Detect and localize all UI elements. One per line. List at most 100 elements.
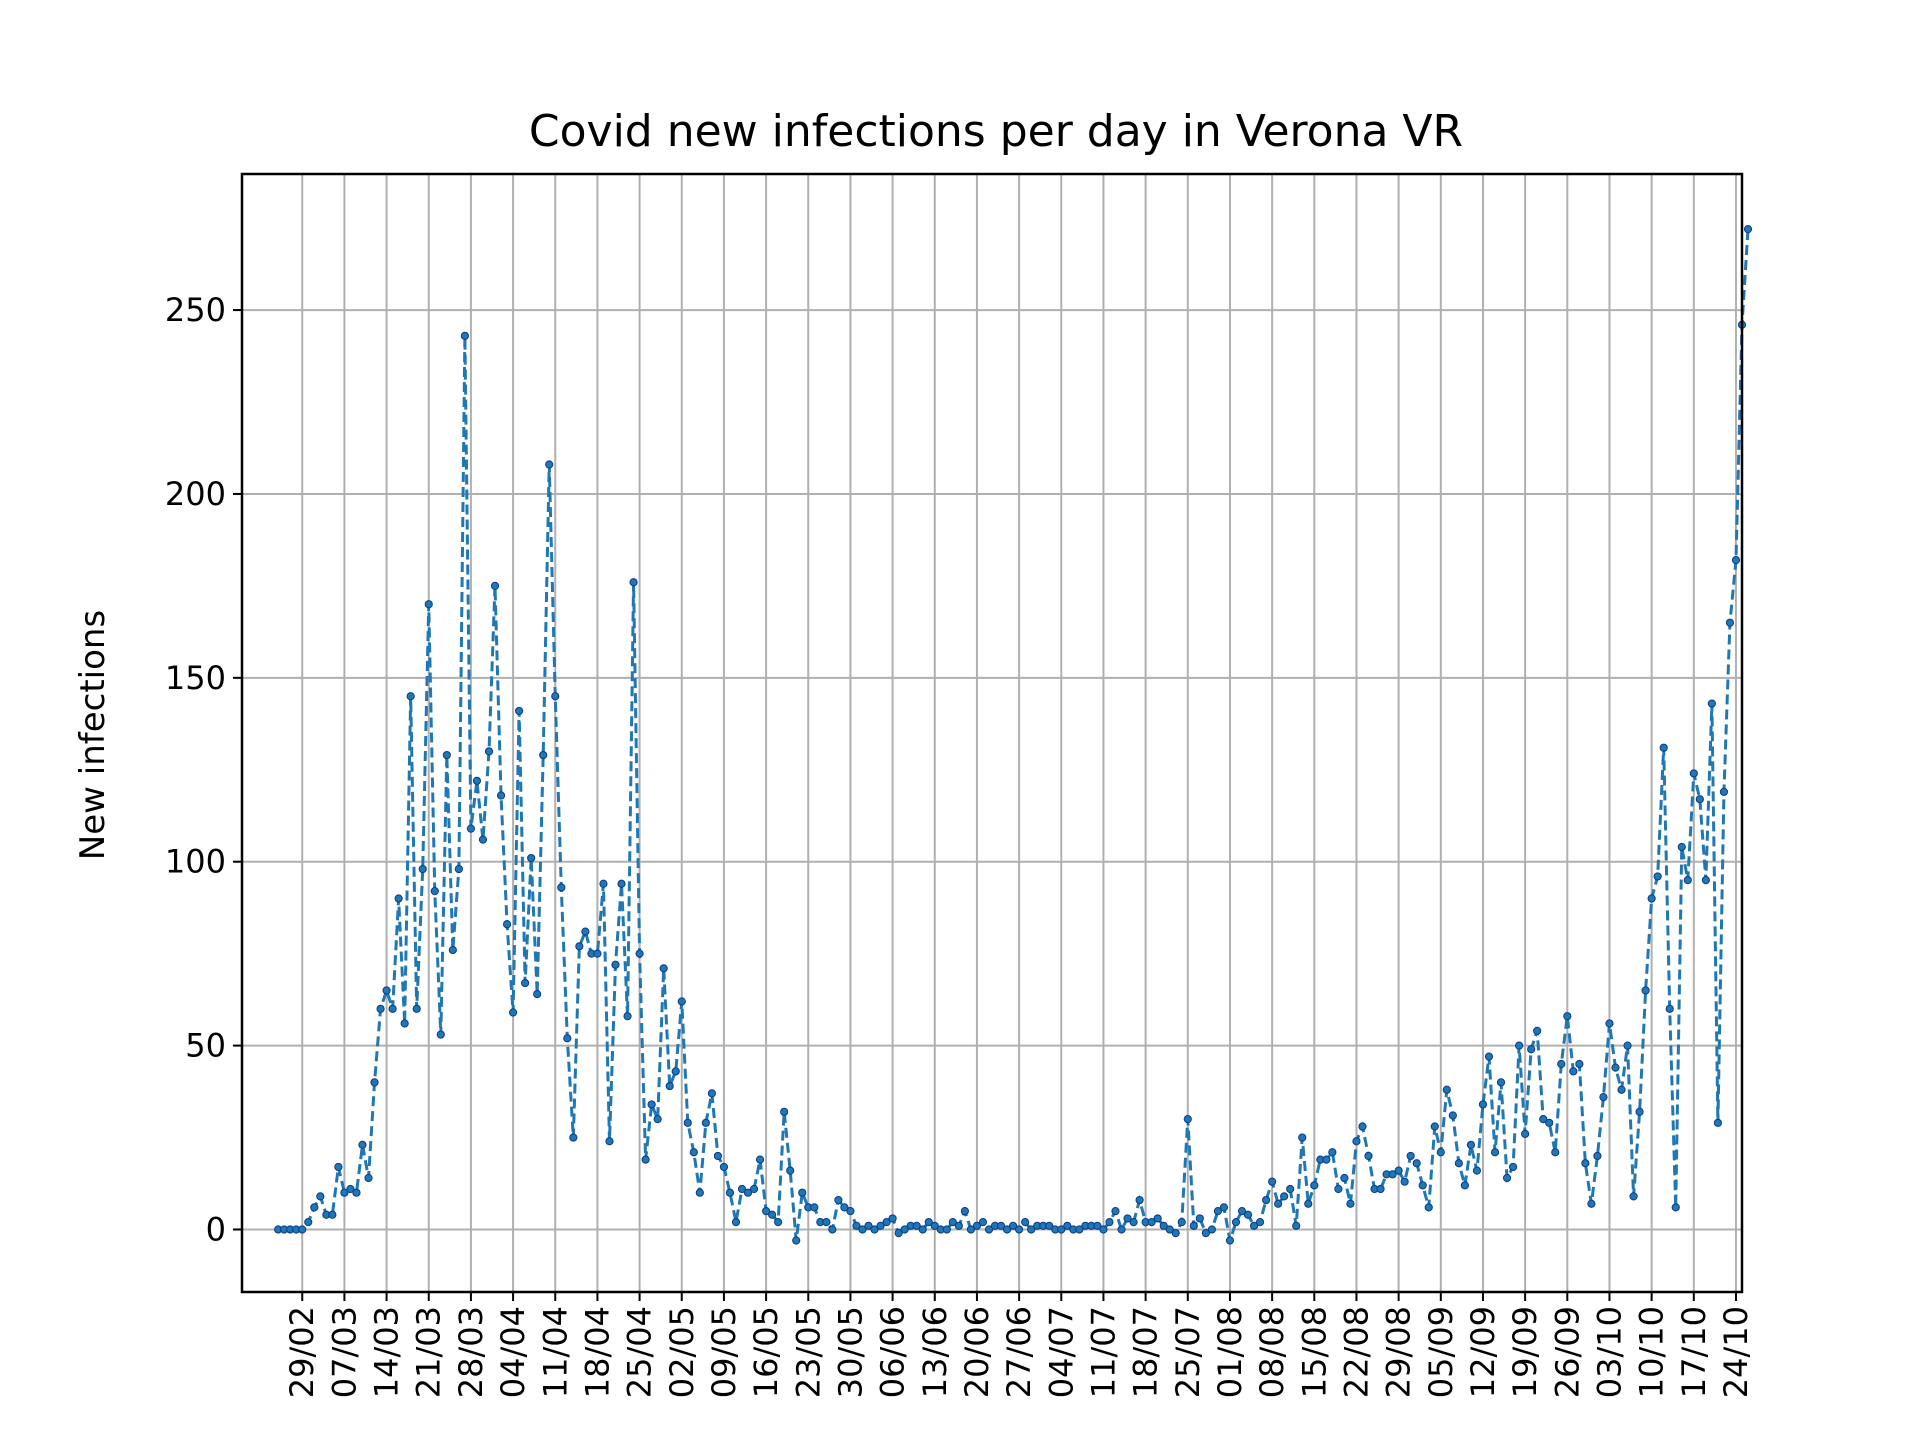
x-tick-label: 20/06 [958,1306,996,1398]
data-point [623,1012,632,1021]
data-point [768,1210,777,1219]
data-point [774,1218,783,1227]
x-tick-label: 18/04 [578,1306,616,1398]
data-point [611,960,620,969]
x-tick-label: 10/10 [1633,1306,1671,1398]
data-point [1617,1085,1626,1094]
data-point [346,1184,355,1194]
data-point [1153,1214,1162,1223]
data-point [1683,876,1692,885]
data-point [1569,1067,1578,1076]
data-point [515,706,524,716]
data-point [798,1188,807,1197]
data-point [575,942,584,951]
data-point [551,692,560,701]
data-point [846,1206,855,1216]
data-point [412,1004,421,1013]
data-point [737,1184,747,1194]
data-point [725,1188,735,1197]
data-point [1484,1052,1494,1061]
data-point [924,1218,933,1227]
data-point [1322,1155,1331,1164]
data-point [792,1236,801,1245]
data-point [466,824,476,833]
data-point [1225,1236,1235,1245]
data-point [352,1188,361,1197]
x-tick-label: 29/02 [283,1306,321,1398]
data-point [1605,1019,1614,1028]
data-point [647,1100,656,1109]
data-point [719,1162,729,1172]
data-point [1268,1177,1277,1186]
x-tick-label: 25/07 [1169,1306,1207,1398]
data-point [1249,1221,1259,1230]
y-tick-label: 50 [185,1027,226,1065]
data-point [1231,1218,1241,1227]
plot-frame [240,172,1744,1294]
data-point [978,1218,988,1227]
data-point [1533,1026,1542,1035]
data-point [1237,1206,1247,1216]
x-tick-label: 30/05 [831,1306,869,1398]
data-point [1701,876,1710,885]
data-point [1563,1012,1572,1021]
data-point [635,949,644,958]
data-point [864,1221,873,1230]
data-point [1490,1148,1500,1157]
data-point [822,1218,831,1227]
y-tick-label: 150 [165,659,226,697]
data-point [1671,1203,1680,1212]
data-point [1521,1129,1530,1138]
data-point [563,1034,572,1043]
data-point [689,1148,698,1157]
data-point [1406,1151,1415,1161]
data-point [665,1081,674,1091]
data-point [1641,986,1650,995]
data-point [1286,1184,1295,1194]
data-point [1677,842,1686,852]
data-point [966,1225,976,1234]
data-point [942,1225,951,1234]
data-point [358,1140,367,1149]
x-tick-label: 26/09 [1548,1306,1586,1398]
data-point [484,747,494,756]
data-point [1743,225,1753,234]
data-point [731,1218,741,1227]
data-point [1581,1159,1590,1168]
data-point [424,600,433,609]
x-tick-label: 04/04 [494,1306,532,1398]
data-point [1280,1192,1289,1201]
data-point [858,1225,867,1234]
data-point [1647,894,1656,903]
y-tick-label: 0 [206,1210,226,1248]
data-point [1515,1041,1524,1050]
data-point [364,1173,373,1183]
data-point [400,1019,409,1028]
data-point [1418,1181,1427,1190]
data-point [1219,1203,1229,1212]
data-point [490,581,500,590]
data-point [1665,1004,1674,1013]
data-point [1376,1184,1385,1194]
data-point [1099,1225,1108,1234]
x-tick-label: 16/05 [747,1306,785,1398]
data-point [1340,1173,1349,1183]
data-point [1454,1159,1463,1168]
x-tick-label: 28/03 [452,1306,490,1398]
x-axis-ticks: 29/02 07/03 14/03 21/03 28/03 04/04 11/04 18/04… [283,1292,1755,1398]
data-point [1629,1192,1638,1201]
data-point [1002,1225,1012,1234]
data-point [1713,1118,1723,1127]
y-tick-label: 100 [165,843,226,881]
data-point [755,1155,765,1164]
data-point [328,1210,337,1219]
x-tick-label: 14/03 [368,1306,406,1398]
data-point [1027,1225,1036,1234]
x-tick-label: 06/06 [874,1306,912,1398]
data-point [1527,1045,1536,1054]
series-line-layer [278,229,1750,1241]
data-point [1394,1166,1403,1175]
data-point [1075,1225,1084,1234]
data-point [1364,1151,1373,1161]
data-point [713,1151,723,1161]
